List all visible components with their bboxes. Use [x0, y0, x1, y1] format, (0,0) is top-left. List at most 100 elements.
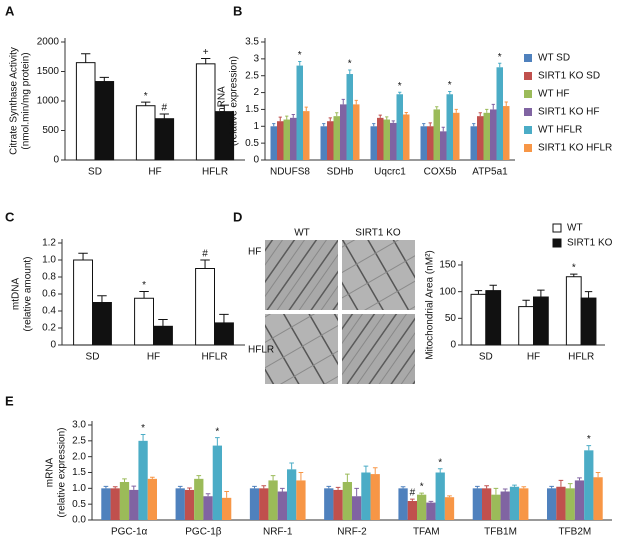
y-tick-label: 0.5	[245, 138, 259, 149]
y-tick-label: 3.0	[72, 420, 86, 431]
significance-marker: *	[298, 50, 302, 61]
error-bar	[270, 475, 276, 481]
bar	[287, 469, 297, 520]
bar	[352, 496, 362, 520]
error-bar	[577, 477, 582, 481]
bar	[503, 106, 510, 160]
bar	[296, 480, 306, 520]
bar	[453, 112, 460, 160]
y-axis-label: (nmol.min/mg protein)	[21, 52, 32, 149]
error-bar	[278, 116, 282, 122]
y-tick-label: 500	[42, 125, 59, 136]
y-tick-label: 1.0	[42, 255, 56, 266]
y-tick-label: 0	[50, 340, 56, 351]
y-tick-label: 0.5	[72, 499, 86, 510]
y-tick-label: 0.2	[42, 323, 56, 334]
error-bar	[139, 290, 149, 299]
y-axis-label: mtDNA	[11, 278, 22, 311]
bar	[203, 496, 213, 520]
significance-marker: *	[498, 52, 502, 63]
legend-label: SIRT1 KO HFLR	[538, 143, 612, 154]
error-bar	[224, 491, 229, 498]
significance-marker: *	[141, 423, 145, 434]
error-bar	[521, 486, 527, 489]
error-bar	[502, 488, 508, 492]
error-bar	[419, 492, 424, 495]
error-bar	[177, 485, 183, 489]
panel-letter: C	[5, 209, 15, 224]
significance-marker: *	[398, 81, 402, 92]
error-bar	[187, 487, 192, 490]
bar	[327, 121, 334, 160]
bar	[444, 497, 455, 520]
legend-label: WT	[567, 223, 583, 234]
image-row-label: HFLR	[248, 345, 274, 356]
error-bar	[215, 437, 220, 446]
error-bar	[201, 58, 211, 64]
error-bar	[158, 319, 168, 327]
error-bar	[335, 486, 341, 490]
bar	[420, 126, 427, 160]
significance-marker: #	[410, 488, 416, 499]
error-bar	[304, 106, 308, 112]
bar	[483, 112, 490, 160]
bar	[565, 276, 582, 346]
bar	[249, 488, 260, 520]
x-tick-label: SD	[479, 352, 493, 363]
error-bar	[549, 485, 554, 489]
error-bar	[437, 468, 443, 473]
error-bar	[391, 120, 395, 123]
micrograph	[342, 314, 415, 384]
y-tick-label: 1.5	[72, 467, 86, 478]
bar	[340, 104, 347, 160]
y-tick-label: 100	[439, 286, 456, 297]
y-tick-label: 0	[253, 155, 259, 166]
bar	[446, 94, 453, 160]
error-bar	[112, 486, 118, 489]
significance-marker: *	[572, 263, 576, 274]
significance-marker: *	[438, 457, 442, 468]
error-bar	[328, 117, 332, 122]
y-axis-label: (relative amount)	[23, 256, 34, 331]
y-tick-label: 0.6	[42, 289, 56, 300]
error-bar	[570, 273, 578, 277]
bar	[435, 472, 445, 520]
x-tick-label: NRF-1	[263, 527, 293, 538]
x-tick-label: HF	[527, 352, 540, 363]
bar	[194, 478, 204, 520]
micrograph	[342, 240, 415, 310]
error-bar	[537, 289, 545, 297]
y-tick-label: 50	[445, 313, 457, 324]
bar	[110, 488, 120, 520]
legend-label: SIRT1 KO	[567, 238, 613, 249]
error-bar	[474, 290, 483, 295]
image-column-label: SIRT1 KO	[355, 228, 401, 239]
bar	[509, 486, 520, 520]
significance-marker: *	[587, 434, 591, 445]
y-tick-label: 2.0	[72, 451, 86, 462]
error-bar	[398, 91, 402, 95]
bar	[547, 488, 557, 520]
error-bar	[322, 123, 326, 127]
bar	[277, 121, 284, 160]
panel-letter: A	[5, 3, 15, 18]
error-bar	[363, 465, 369, 473]
legend-label: WT SD	[538, 53, 570, 64]
bar	[533, 296, 549, 346]
bar	[574, 480, 585, 520]
error-bar	[103, 485, 109, 489]
legend-swatch	[524, 72, 532, 80]
y-axis-label: Citrate Synthase Activity	[9, 47, 20, 155]
error-bar	[289, 462, 294, 470]
error-bar	[97, 295, 107, 303]
bar	[361, 472, 371, 520]
y-tick-label: 1.5	[245, 104, 259, 115]
bar	[584, 450, 594, 520]
error-bar	[491, 103, 495, 110]
bar	[500, 491, 510, 520]
y-axis-label: mRNA	[45, 457, 56, 487]
error-bar	[447, 495, 452, 498]
x-tick-label: PGC-1α	[111, 527, 148, 538]
error-bar	[261, 485, 267, 489]
error-bar	[454, 108, 458, 113]
